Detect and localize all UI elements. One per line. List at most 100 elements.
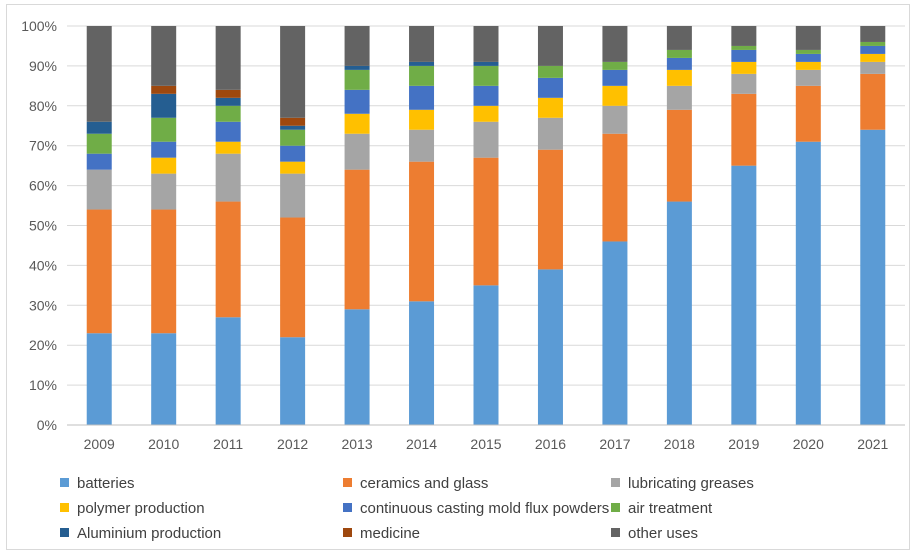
- legend-swatch: [611, 528, 620, 537]
- bar-segment: [409, 301, 435, 425]
- bar-segment: [280, 217, 306, 338]
- bar-segment: [731, 165, 757, 425]
- bar-segment: [86, 209, 112, 334]
- bar-segment: [602, 105, 628, 134]
- bar-segment: [473, 157, 499, 286]
- bar-segment: [795, 69, 821, 86]
- legend-label: other uses: [628, 525, 698, 542]
- bar-segment: [151, 157, 177, 174]
- x-tick-label: 2011: [213, 436, 243, 452]
- bar-segment: [151, 141, 177, 158]
- y-tick-label: 70%: [29, 138, 57, 154]
- x-tick-label: 2020: [793, 436, 824, 452]
- bar-segment: [666, 69, 692, 86]
- legend: batteries ceramics and glass lubricating g…: [60, 475, 754, 542]
- bar-segment: [666, 201, 692, 425]
- bar-segment: [795, 85, 821, 142]
- x-tick-label: 2014: [406, 436, 437, 452]
- bar-segment: [409, 26, 435, 62]
- bar-segment: [151, 93, 177, 118]
- x-tick-label: 2019: [728, 436, 759, 452]
- legend-label: ceramics and glass: [360, 475, 488, 492]
- bar-segment: [215, 26, 241, 90]
- bar-segment: [795, 61, 821, 70]
- y-tick-label: 30%: [29, 297, 57, 313]
- bar-segment: [344, 169, 370, 310]
- bar-segment: [666, 85, 692, 110]
- bar-segment: [86, 333, 112, 425]
- bar-segment: [602, 61, 628, 70]
- bar-segment: [280, 337, 306, 425]
- bar-segment: [602, 85, 628, 106]
- bar-segment: [280, 129, 306, 146]
- bar-segment: [344, 89, 370, 114]
- bar-segment: [537, 117, 563, 150]
- bar-segment: [860, 41, 886, 46]
- bar-segment: [731, 61, 757, 74]
- bar-segment: [280, 125, 306, 130]
- legend-label: continuous casting mold flux powders: [360, 500, 609, 517]
- y-tick-label: 90%: [29, 58, 57, 74]
- bar-segment: [86, 121, 112, 134]
- bar-segment: [151, 26, 177, 86]
- y-tick-label: 0%: [37, 417, 57, 433]
- bar-segment: [344, 133, 370, 170]
- bar-segment: [795, 53, 821, 62]
- legend-swatch: [60, 478, 69, 487]
- x-tick-label: 2021: [857, 436, 888, 452]
- x-tick-label: 2016: [535, 436, 566, 452]
- legend-label: Aluminium production: [77, 525, 221, 542]
- bar-segment: [409, 65, 435, 86]
- bar-segment: [344, 65, 370, 70]
- bar-segment: [86, 26, 112, 122]
- bar-segment: [215, 141, 241, 154]
- bar-segment: [537, 77, 563, 98]
- bar-segment: [860, 53, 886, 62]
- bar-segment: [537, 26, 563, 66]
- bar-segment: [795, 26, 821, 50]
- bar-segment: [344, 113, 370, 134]
- bar-segment: [602, 69, 628, 86]
- bar-segment: [602, 241, 628, 425]
- bar-segment: [860, 45, 886, 54]
- legend-label: medicine: [360, 525, 420, 542]
- bar-segment: [280, 117, 306, 126]
- bar-segment: [860, 73, 886, 130]
- bar-segment: [666, 57, 692, 70]
- bar-segment: [151, 209, 177, 334]
- x-tick-label: 2010: [148, 436, 179, 452]
- x-tick-label: 2013: [341, 436, 372, 452]
- bar-segment: [280, 26, 306, 118]
- bar-segment: [280, 145, 306, 162]
- legend-swatch: [343, 528, 352, 537]
- bar-segment: [731, 49, 757, 62]
- legend-swatch: [60, 503, 69, 512]
- bar-segment: [860, 61, 886, 74]
- bar-segment: [537, 65, 563, 78]
- bar-segment: [151, 333, 177, 425]
- bar-segment: [344, 309, 370, 425]
- legend-label: batteries: [77, 475, 135, 492]
- y-tick-label: 20%: [29, 337, 57, 353]
- bar-segment: [86, 133, 112, 154]
- bar-segment: [151, 85, 177, 94]
- x-tick-label: 2018: [664, 436, 695, 452]
- bar-segment: [731, 73, 757, 94]
- legend-label: polymer production: [77, 500, 205, 517]
- y-tick-label: 80%: [29, 98, 57, 114]
- bar-segment: [409, 61, 435, 66]
- bar-segment: [215, 201, 241, 318]
- bar-segment: [86, 169, 112, 210]
- bar-segment: [795, 49, 821, 54]
- bar-segment: [666, 26, 692, 50]
- bar-segment: [473, 121, 499, 158]
- axes: 0% 10% 20% 30% 40% 50% 60% 70% 80% 90% 100% 2009 201…: [21, 18, 905, 452]
- bar-segment: [602, 26, 628, 62]
- y-tick-label: 100%: [21, 18, 57, 34]
- bar-segment: [537, 269, 563, 425]
- legend-swatch: [343, 503, 352, 512]
- bar-segment: [795, 141, 821, 425]
- bar-segment: [409, 161, 435, 302]
- bar-segment: [215, 153, 241, 202]
